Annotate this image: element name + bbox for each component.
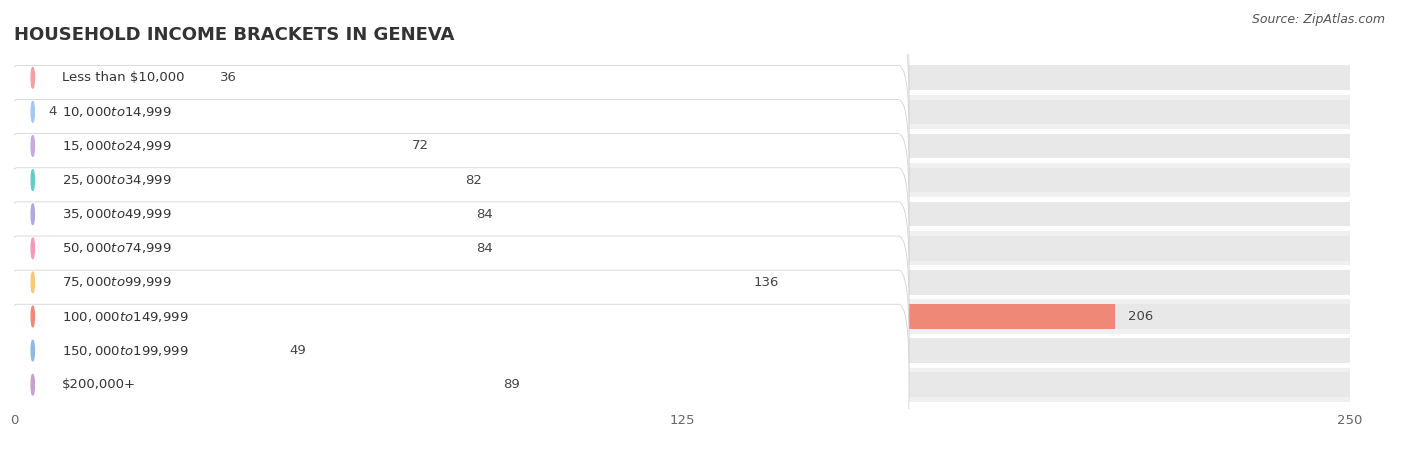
Text: 72: 72 (412, 140, 429, 153)
Bar (14, 334, 1350, 368)
Text: HOUSEHOLD INCOME BRACKETS IN GENEVA: HOUSEHOLD INCOME BRACKETS IN GENEVA (14, 26, 454, 44)
Bar (14, 134, 399, 158)
Text: 84: 84 (477, 242, 494, 255)
Bar (14, 95, 1350, 129)
Text: $100,000 to $149,999: $100,000 to $149,999 (62, 309, 188, 323)
Bar (14, 236, 1350, 260)
Bar (14, 231, 1350, 265)
Circle shape (31, 306, 34, 327)
Text: $10,000 to $14,999: $10,000 to $14,999 (62, 105, 172, 119)
Bar (14, 202, 1350, 226)
Bar (14, 129, 1350, 163)
Bar (14, 168, 1350, 192)
Circle shape (31, 272, 34, 293)
Bar (14, 202, 463, 226)
Bar (14, 372, 489, 397)
FancyBboxPatch shape (6, 304, 910, 449)
Text: 36: 36 (219, 71, 236, 84)
Circle shape (31, 136, 34, 156)
Text: $25,000 to $34,999: $25,000 to $34,999 (62, 173, 172, 187)
Text: 84: 84 (477, 208, 494, 220)
FancyBboxPatch shape (6, 0, 910, 158)
Bar (14, 304, 1350, 329)
Text: 206: 206 (1128, 310, 1153, 323)
FancyBboxPatch shape (6, 31, 910, 192)
Bar (14, 100, 35, 124)
Bar (14, 236, 463, 260)
Circle shape (31, 67, 34, 88)
Bar (14, 61, 1350, 95)
Text: Source: ZipAtlas.com: Source: ZipAtlas.com (1251, 13, 1385, 26)
Text: $75,000 to $99,999: $75,000 to $99,999 (62, 275, 172, 290)
FancyBboxPatch shape (6, 168, 910, 329)
Bar (14, 372, 1350, 397)
Bar (14, 100, 1350, 124)
Bar (14, 304, 1115, 329)
Circle shape (31, 340, 34, 361)
Bar (14, 197, 1350, 231)
Bar (14, 265, 1350, 299)
Text: 136: 136 (754, 276, 779, 289)
Text: $150,000 to $199,999: $150,000 to $199,999 (62, 343, 188, 357)
FancyBboxPatch shape (6, 134, 910, 295)
FancyBboxPatch shape (6, 236, 910, 397)
FancyBboxPatch shape (6, 66, 910, 226)
Circle shape (31, 101, 34, 122)
Circle shape (31, 204, 34, 224)
Circle shape (31, 238, 34, 259)
Text: $50,000 to $74,999: $50,000 to $74,999 (62, 241, 172, 255)
Bar (14, 66, 1350, 90)
Text: 49: 49 (290, 344, 307, 357)
FancyBboxPatch shape (6, 202, 910, 363)
Text: 89: 89 (503, 378, 520, 391)
Text: $200,000+: $200,000+ (62, 378, 136, 391)
Text: Less than $10,000: Less than $10,000 (62, 71, 184, 84)
Text: $35,000 to $49,999: $35,000 to $49,999 (62, 207, 172, 221)
Bar (14, 270, 741, 295)
Bar (14, 339, 276, 363)
FancyBboxPatch shape (6, 270, 910, 431)
Circle shape (31, 170, 34, 190)
Bar (14, 339, 1350, 363)
Bar (14, 299, 1350, 334)
Bar (14, 270, 1350, 295)
Bar (14, 163, 1350, 197)
Circle shape (31, 374, 34, 395)
Bar (14, 134, 1350, 158)
Bar (14, 368, 1350, 402)
Text: 4: 4 (49, 106, 58, 119)
FancyBboxPatch shape (6, 100, 910, 260)
Bar (14, 66, 207, 90)
Text: $15,000 to $24,999: $15,000 to $24,999 (62, 139, 172, 153)
Bar (14, 168, 453, 192)
Text: 82: 82 (465, 174, 482, 187)
